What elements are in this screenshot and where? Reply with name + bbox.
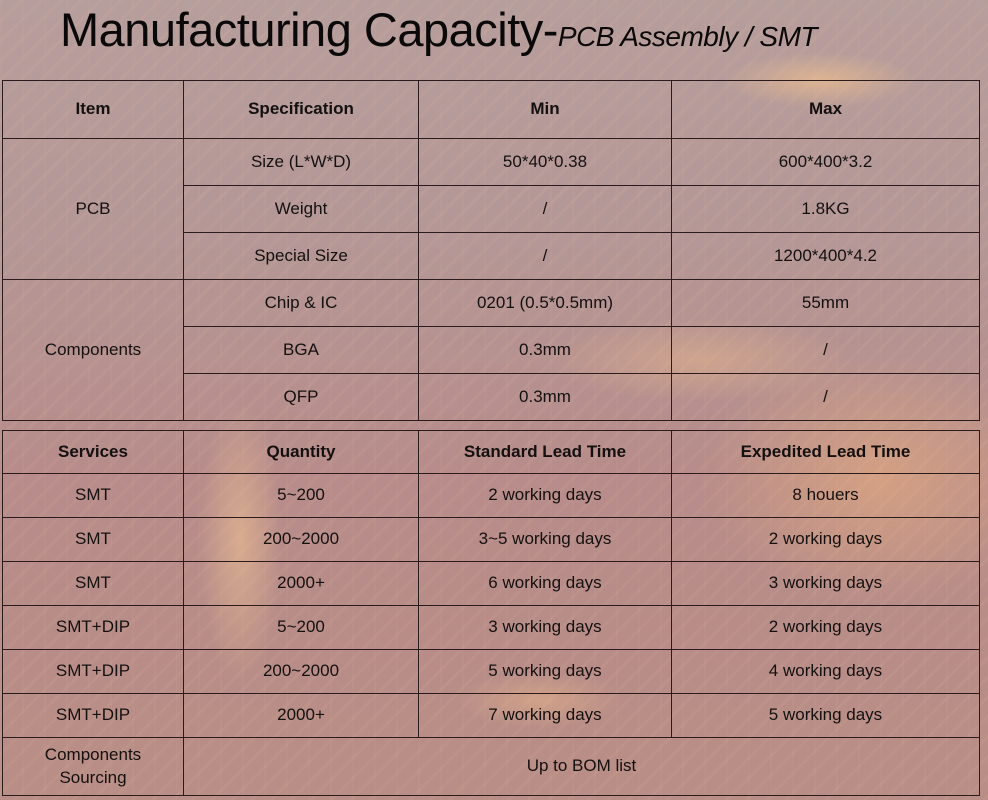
expedited-cell: 3 working days <box>671 561 980 606</box>
table-row: Components Chip & IC 0201 (0.5*0.5mm) 55… <box>2 279 980 421</box>
sourcing-row: Components Sourcing Up to BOM list <box>2 737 980 796</box>
header-services: Services <box>2 430 184 474</box>
table-row: Special Size / 1200*400*4.2 <box>3 232 980 280</box>
service-cell: SMT <box>2 517 184 562</box>
service-cell: SMT+DIP <box>2 693 184 738</box>
min-cell: 50*40*0.38 <box>418 138 672 186</box>
standard-cell: 7 working days <box>418 693 672 738</box>
max-cell: 55mm <box>671 279 980 327</box>
header-quantity: Quantity <box>183 430 419 474</box>
capacity-header-row: Item Specification Min Max <box>2 80 980 139</box>
spec-cell: Chip & IC <box>183 279 419 327</box>
max-cell: 1.8KG <box>671 185 980 233</box>
service-cell: SMT <box>2 561 184 606</box>
spec-cell: QFP <box>183 373 419 421</box>
service-cell: SMT+DIP <box>2 605 184 650</box>
header-standard-lead-time: Standard Lead Time <box>418 430 672 474</box>
header-specification: Specification <box>183 80 419 139</box>
table-row: PCB Size (L*W*D) 50*40*0.38 600*400*3.2 <box>2 138 980 280</box>
table-row: BGA 0.3mm / <box>3 326 980 374</box>
table-row: Weight / 1.8KG <box>3 185 980 233</box>
standard-cell: 2 working days <box>418 473 672 518</box>
min-cell: / <box>418 232 672 280</box>
spec-cell: Weight <box>183 185 419 233</box>
spec-cell: Size (L*W*D) <box>183 138 419 186</box>
quantity-cell: 2000+ <box>183 693 419 738</box>
min-cell: / <box>418 185 672 233</box>
sourcing-service-cell: Components Sourcing <box>2 737 184 796</box>
min-cell: 0.3mm <box>418 326 672 374</box>
standard-cell: 3~5 working days <box>418 517 672 562</box>
header-min: Min <box>418 80 672 139</box>
max-cell: 1200*400*4.2 <box>671 232 980 280</box>
standard-cell: 3 working days <box>418 605 672 650</box>
lead-time-table: Services Quantity Standard Lead Time Exp… <box>2 430 980 796</box>
quantity-cell: 2000+ <box>183 561 419 606</box>
expedited-cell: 8 houers <box>671 473 980 518</box>
expedited-cell: 2 working days <box>671 605 980 650</box>
header-expedited-lead-time: Expedited Lead Time <box>671 430 980 474</box>
capacity-table: Item Specification Min Max PCB Size (L*W… <box>2 80 980 421</box>
max-cell: 600*400*3.2 <box>671 138 980 186</box>
expedited-cell: 2 working days <box>671 517 980 562</box>
header-max: Max <box>671 80 980 139</box>
spec-cell: BGA <box>183 326 419 374</box>
lead-time-header-row: Services Quantity Standard Lead Time Exp… <box>2 430 980 474</box>
standard-cell: 6 working days <box>418 561 672 606</box>
table-row: SMT 200~2000 3~5 working days 2 working … <box>2 517 980 562</box>
table-row: QFP 0.3mm / <box>3 373 980 421</box>
expedited-cell: 4 working days <box>671 649 980 694</box>
title-main: Manufacturing Capacity- <box>60 3 558 56</box>
page-title: Manufacturing Capacity- PCB Assembly / S… <box>60 2 818 72</box>
service-cell: SMT+DIP <box>2 649 184 694</box>
table-row: SMT+DIP 2000+ 7 working days 5 working d… <box>2 693 980 738</box>
spec-cell: Special Size <box>183 232 419 280</box>
item-cell-components: Components <box>2 279 184 421</box>
table-row: SMT+DIP 200~2000 5 working days 4 workin… <box>2 649 980 694</box>
max-cell: / <box>671 326 980 374</box>
quantity-cell: 200~2000 <box>183 649 419 694</box>
item-cell-pcb: PCB <box>2 138 184 280</box>
table-row: SMT+DIP 5~200 3 working days 2 working d… <box>2 605 980 650</box>
max-cell: / <box>671 373 980 421</box>
quantity-cell: 5~200 <box>183 605 419 650</box>
header-item: Item <box>2 80 184 139</box>
quantity-cell: 5~200 <box>183 473 419 518</box>
quantity-cell: 200~2000 <box>183 517 419 562</box>
standard-cell: 5 working days <box>418 649 672 694</box>
table-row: SMT 5~200 2 working days 8 houers <box>2 473 980 518</box>
title-subtitle: PCB Assembly / SMT <box>557 21 818 52</box>
min-cell: 0.3mm <box>418 373 672 421</box>
service-cell: SMT <box>2 473 184 518</box>
sourcing-value-cell: Up to BOM list <box>183 737 980 796</box>
table-row: SMT 2000+ 6 working days 3 working days <box>2 561 980 606</box>
min-cell: 0201 (0.5*0.5mm) <box>418 279 672 327</box>
expedited-cell: 5 working days <box>671 693 980 738</box>
